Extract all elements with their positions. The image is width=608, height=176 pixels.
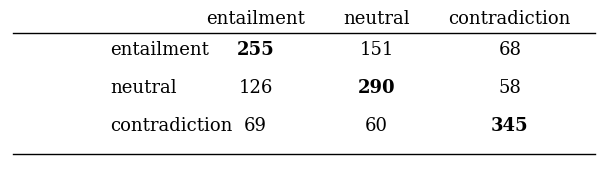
Text: 68: 68 bbox=[499, 41, 521, 59]
Text: neutral: neutral bbox=[344, 10, 410, 28]
Text: 69: 69 bbox=[244, 117, 267, 135]
Text: 345: 345 bbox=[491, 117, 528, 135]
Text: entailment: entailment bbox=[206, 10, 305, 28]
Text: 151: 151 bbox=[359, 41, 394, 59]
Text: entailment: entailment bbox=[110, 41, 209, 59]
Text: 60: 60 bbox=[365, 117, 388, 135]
Text: 58: 58 bbox=[499, 79, 521, 97]
Text: 290: 290 bbox=[358, 79, 395, 97]
Text: neutral: neutral bbox=[110, 79, 177, 97]
Text: contradiction: contradiction bbox=[110, 117, 233, 135]
Text: contradiction: contradiction bbox=[449, 10, 571, 28]
Text: 126: 126 bbox=[238, 79, 273, 97]
Text: 255: 255 bbox=[237, 41, 274, 59]
